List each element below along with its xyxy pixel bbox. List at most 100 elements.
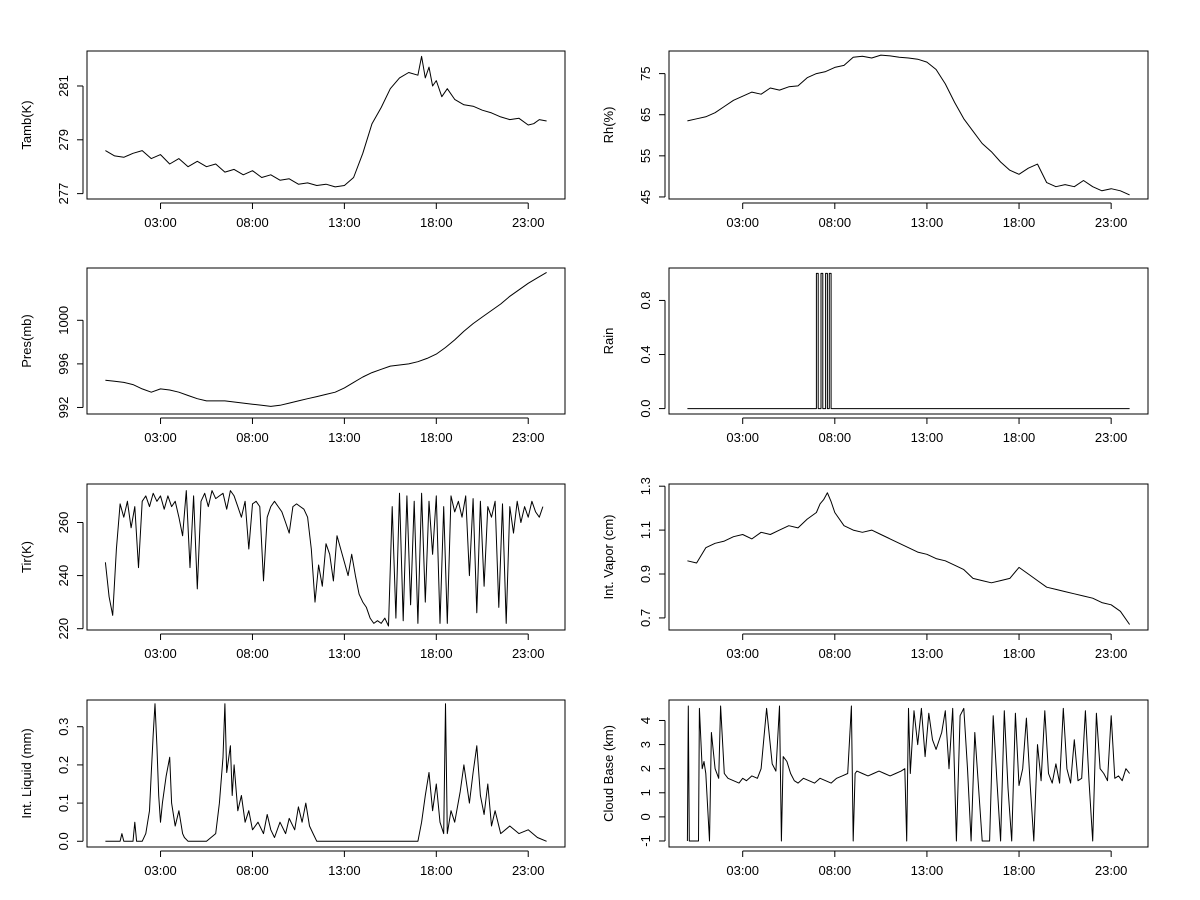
plot-frame [86, 483, 566, 631]
y-tick-label: 0.3 [56, 718, 71, 736]
x-tick-label: 13:00 [328, 430, 361, 445]
x-tick-label: 03:00 [726, 646, 759, 661]
y-axis: -1 0 1 2 3 4 [638, 717, 666, 847]
y-tick-label: -1 [638, 835, 653, 847]
x-axis: 03:00 08:00 13:00 18:00 23:00 [144, 417, 545, 445]
y-tick-label: 45 [638, 190, 653, 204]
series-line [687, 272, 1130, 410]
x-axis: 03:00 08:00 13:00 18:00 23:00 [726, 633, 1128, 661]
x-axis: 03:00 08:00 13:00 18:00 23:00 [144, 850, 545, 878]
x-tick-label: 08:00 [819, 215, 852, 230]
x-tick-label: 03:00 [144, 863, 177, 878]
x-tick-label: 03:00 [726, 863, 759, 878]
y-axis: 0.0 0.1 0.2 0.3 [56, 718, 84, 850]
x-tick-label: 23:00 [512, 430, 545, 445]
y-axis: 220 240 260 [56, 512, 84, 640]
y-tick-label: 3 [638, 741, 653, 748]
y-tick-label: 75 [638, 66, 653, 80]
y-tick-label: 1.3 [638, 477, 653, 495]
y-tick-label: 992 [56, 397, 71, 419]
y-tick-label: 0 [638, 813, 653, 820]
plot-frame [86, 267, 566, 415]
y-axis: 0.7 0.9 1.1 1.3 [638, 477, 666, 627]
series-line [105, 703, 547, 842]
y-axis-label: Int. Vapor (cm) [601, 514, 616, 599]
x-tick-label: 18:00 [420, 863, 453, 878]
x-axis: 03:00 08:00 13:00 18:00 23:00 [726, 417, 1128, 445]
y-tick-label: 996 [56, 353, 71, 375]
plot-frame [668, 50, 1149, 200]
y-axis: 992 996 1000 [56, 306, 84, 419]
y-tick-label: 1 [638, 789, 653, 796]
y-tick-label: 0.9 [638, 565, 653, 583]
x-tick-label: 18:00 [420, 215, 453, 230]
y-axis: 45 55 65 75 [638, 66, 666, 204]
x-tick-label: 23:00 [1095, 646, 1128, 661]
y-axis-label: Rain [601, 328, 616, 355]
x-tick-label: 23:00 [1095, 863, 1128, 878]
plot-frame [86, 50, 566, 200]
y-tick-label: 281 [56, 75, 71, 97]
x-tick-label: 18:00 [420, 430, 453, 445]
y-axis-label: Int. Liquid (mm) [19, 728, 34, 818]
x-tick-label: 13:00 [911, 863, 944, 878]
y-tick-label: 1000 [56, 306, 71, 335]
x-tick-label: 18:00 [420, 646, 453, 661]
y-tick-label: 0.8 [638, 291, 653, 309]
series-line [687, 492, 1131, 625]
x-tick-label: 13:00 [911, 646, 944, 661]
x-tick-label: 03:00 [726, 215, 759, 230]
x-tick-label: 23:00 [1095, 215, 1128, 230]
x-axis: 03:00 08:00 13:00 18:00 23:00 [144, 202, 545, 230]
plot-frame [86, 699, 566, 848]
y-tick-label: 0.2 [56, 756, 71, 774]
plot-frame [668, 267, 1149, 415]
panel-rain: 03:00 08:00 13:00 18:00 23:00 0.0 0.4 0.8 Rain [601, 267, 1149, 445]
x-tick-label: 13:00 [911, 215, 944, 230]
series-line [686, 705, 1130, 842]
x-tick-label: 03:00 [144, 430, 177, 445]
y-axis-label: Cloud Base (km) [601, 725, 616, 822]
x-tick-label: 08:00 [236, 215, 269, 230]
y-tick-label: 279 [56, 129, 71, 151]
y-tick-label: 4 [638, 717, 653, 724]
x-tick-label: 03:00 [144, 215, 177, 230]
x-tick-label: 18:00 [1003, 215, 1036, 230]
panel-pres: 03:00 08:00 13:00 18:00 23:00 992 996 1000 Pres(… [19, 267, 566, 445]
x-tick-label: 23:00 [512, 646, 545, 661]
y-tick-label: 0.1 [56, 794, 71, 812]
x-tick-label: 08:00 [236, 646, 269, 661]
plot-frame [668, 699, 1149, 848]
x-tick-label: 23:00 [512, 863, 545, 878]
x-axis: 03:00 08:00 13:00 18:00 23:00 [144, 633, 545, 661]
panel-tamb: 03:00 08:00 13:00 18:00 23:00 277 279 281 Tamb(K… [19, 50, 566, 230]
x-tick-label: 13:00 [328, 863, 361, 878]
x-tick-label: 18:00 [1003, 430, 1036, 445]
y-axis-label: Tir(K) [19, 541, 34, 573]
y-axis-label: Rh(%) [601, 107, 616, 144]
x-axis: 03:00 08:00 13:00 18:00 23:00 [726, 202, 1128, 230]
x-tick-label: 08:00 [819, 646, 852, 661]
y-axis: 0.0 0.4 0.8 [638, 291, 666, 418]
panel-cloud-base: 03:00 08:00 13:00 18:00 23:00 -1 0 1 2 3 4 Cloud Ba… [601, 699, 1149, 878]
panel-tir: 03:00 08:00 13:00 18:00 23:00 220 240 260 Tir(K) [19, 483, 566, 661]
x-tick-label: 13:00 [328, 215, 361, 230]
x-tick-label: 03:00 [144, 646, 177, 661]
x-tick-label: 08:00 [236, 863, 269, 878]
y-tick-label: 0.0 [638, 400, 653, 418]
y-tick-label: 277 [56, 183, 71, 205]
y-tick-label: 2 [638, 765, 653, 772]
x-tick-label: 23:00 [1095, 430, 1128, 445]
y-axis-label: Tamb(K) [19, 100, 34, 149]
x-tick-label: 08:00 [819, 863, 852, 878]
y-tick-label: 0.4 [638, 345, 653, 363]
panel-int-vapor: 03:00 08:00 13:00 18:00 23:00 0.7 0.9 1.1 1.3 Int… [601, 477, 1149, 661]
x-tick-label: 13:00 [911, 430, 944, 445]
y-axis: 277 279 281 [56, 75, 84, 205]
y-tick-label: 220 [56, 618, 71, 640]
x-tick-label: 18:00 [1003, 863, 1036, 878]
x-tick-label: 03:00 [726, 430, 759, 445]
x-tick-label: 13:00 [328, 646, 361, 661]
y-tick-label: 65 [638, 107, 653, 121]
panel-rh: 03:00 08:00 13:00 18:00 23:00 45 55 65 75 Rh(%) [601, 50, 1149, 230]
